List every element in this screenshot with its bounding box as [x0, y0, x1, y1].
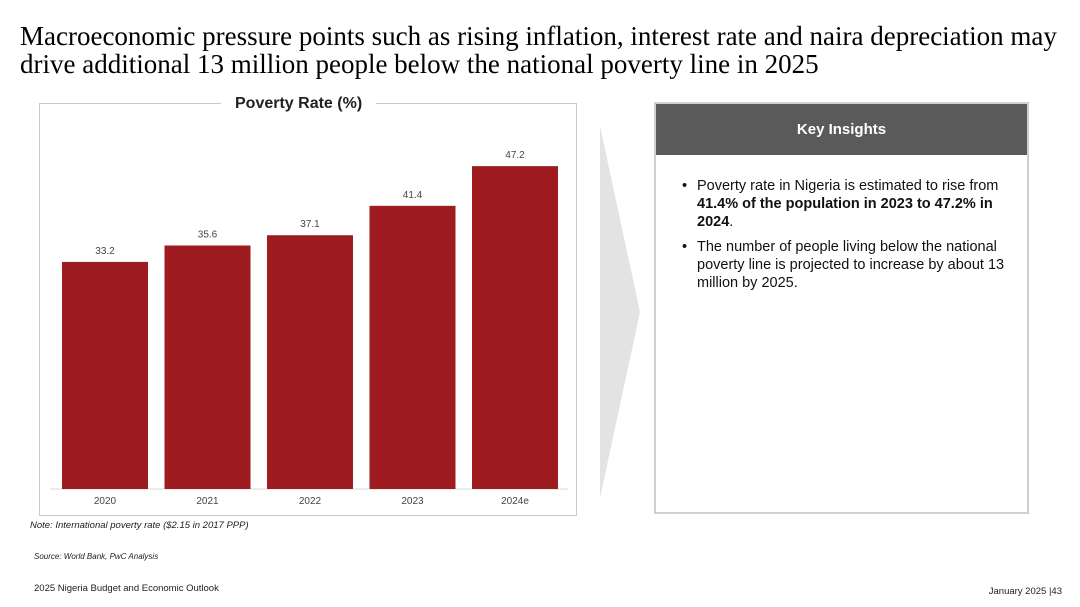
page-title: Macroeconomic pressure points such as ri…	[20, 21, 1057, 79]
x-tick-label-2023: 2023	[401, 496, 424, 507]
insight-item: The number of people living below the na…	[682, 238, 1005, 292]
insight-highlight: 41.4% of the population in 2023 to 47.2%…	[697, 196, 993, 230]
bar-2020	[62, 261, 148, 489]
x-tick-label-2022: 2022	[299, 496, 322, 507]
x-tick-label-2021: 2021	[196, 496, 219, 507]
data-label-2024e: 47.2	[505, 150, 525, 161]
footer-date-page: January 2025 |43	[988, 586, 1062, 597]
key-insights-panel: Key Insights Poverty rate in Nigeria is …	[654, 102, 1029, 514]
footer-report-title: 2025 Nigeria Budget and Economic Outlook	[34, 583, 219, 594]
insights-list: Poverty rate in Nigeria is estimated to …	[656, 155, 1027, 292]
chart-note: Note: International poverty rate ($2.15 …	[30, 520, 249, 531]
data-label-2022: 37.1	[300, 219, 320, 230]
insight-text-end: .	[729, 214, 734, 230]
x-tick-label-2024e: 2024e	[501, 496, 529, 507]
key-insights-header: Key Insights	[656, 104, 1027, 155]
data-label-2021: 35.6	[198, 229, 218, 240]
data-label-2023: 41.4	[403, 190, 423, 201]
poverty-rate-chart: 33.2 2020 35.6 2021 37.1 2022 41.4 2023 47.2 2024…	[50, 150, 568, 507]
bar-2024e	[472, 166, 558, 489]
source-text: Source: World Bank, PwC Analysis	[34, 552, 159, 561]
bar-2021	[164, 245, 251, 489]
bar-2023	[369, 205, 456, 489]
data-label-2020: 33.2	[95, 246, 115, 257]
insight-text: Poverty rate in Nigeria is estimated to …	[697, 178, 999, 194]
x-tick-label-2020: 2020	[94, 496, 117, 507]
insight-item: Poverty rate in Nigeria is estimated to …	[682, 177, 1005, 231]
bar-2022	[267, 235, 353, 489]
chevron-arrow-icon	[600, 126, 640, 498]
chart-title: Poverty Rate (%)	[221, 95, 377, 113]
